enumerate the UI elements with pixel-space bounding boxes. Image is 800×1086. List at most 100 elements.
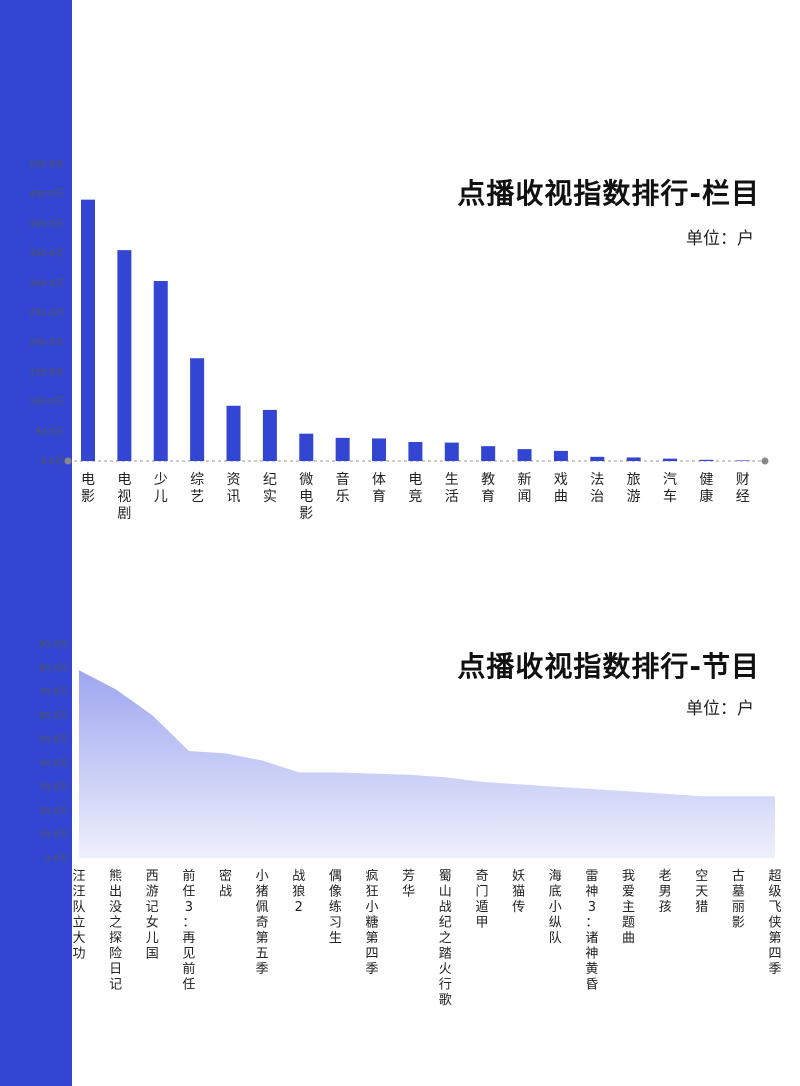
bar [699, 459, 714, 461]
category-label: 微电影 [299, 472, 313, 522]
data-point [481, 781, 483, 783]
category-label: 资讯 [227, 472, 241, 505]
category-label: 纪实 [263, 472, 277, 505]
data-point [225, 753, 227, 755]
y-tick-label: 150.0万 [29, 368, 64, 378]
data-point [78, 669, 80, 671]
category-label: 战狼 2 [292, 869, 305, 915]
y-tick-label: 10.0万 [39, 830, 68, 840]
y-tick-label: 450.0万 [29, 190, 64, 200]
category-label: 电视剧 [117, 472, 131, 522]
y-tick-label: 0.0万 [41, 457, 64, 467]
bar [735, 460, 750, 461]
category-label: 空天猎 [695, 869, 708, 915]
bar [408, 441, 423, 461]
bar [663, 458, 678, 461]
category-label: 电竞 [408, 472, 422, 505]
bar [372, 438, 387, 461]
chart2-unit: 单位：户 [686, 699, 754, 719]
data-point [371, 773, 373, 775]
data-point [115, 688, 117, 690]
bar [444, 442, 459, 461]
category-label: 新闻 [518, 472, 532, 505]
data-point [591, 788, 593, 790]
bar [299, 433, 314, 461]
category-label: 健康 [699, 472, 713, 505]
y-tick-label: 60.0万 [39, 711, 68, 721]
chart1-title: 点播收视指数排行-栏目 [457, 177, 760, 210]
category-label: 小猪佩奇第五季 [256, 869, 269, 977]
y-tick-label: 350.0万 [29, 249, 64, 259]
category-label: 戏曲 [554, 472, 568, 505]
bar-chart: 500.0万 450.0万 400.0万 350.0万 300.0万 250.0万 200.… [29, 160, 769, 522]
chart2-title: 点播收视指数排行-节目 [457, 650, 760, 683]
category-label: 前任 3 ：再见前任 [182, 868, 195, 993]
category-label: 体育 [372, 472, 386, 505]
data-point [738, 795, 740, 797]
bar [226, 405, 241, 461]
sidebar-accent [0, 0, 72, 1086]
category-label: 芳华 [402, 869, 415, 900]
data-point [774, 795, 776, 797]
y-tick-label: 50.0万 [39, 735, 68, 745]
data-point [445, 776, 447, 778]
y-tick-label: 300.0万 [29, 279, 64, 289]
data-point [701, 795, 703, 797]
bar [481, 446, 496, 461]
y-tick-label: 70.0万 [39, 688, 68, 698]
data-point [335, 772, 337, 774]
data-point [152, 715, 154, 717]
data-point [261, 760, 263, 762]
data-point [554, 786, 556, 788]
y-tick-label: 400.0万 [29, 219, 64, 229]
bar [626, 457, 641, 461]
y-tick-label: 80.0万 [39, 664, 68, 674]
y-tick-label: 40.0万 [39, 759, 68, 769]
y-tick-label: 0.0万 [45, 854, 68, 864]
bar [590, 456, 605, 461]
category-label: 我爱主题曲 [622, 869, 635, 946]
axis-end-dot [761, 457, 769, 465]
category-label: 电影 [81, 472, 95, 505]
bar [517, 449, 532, 461]
axis-start-dot [64, 457, 72, 465]
category-label: 奇门遁甲 [475, 868, 488, 931]
data-point [188, 750, 190, 752]
category-label: 综艺 [190, 472, 204, 505]
category-label: 妖猫传 [512, 869, 525, 915]
y-tick-label: 200.0万 [29, 338, 64, 348]
category-label: 汪汪队立大功 [72, 869, 85, 962]
y-tick-label: 20.0万 [39, 806, 68, 816]
bar [81, 199, 95, 461]
data-point [628, 791, 630, 793]
category-label: 财经 [736, 472, 750, 505]
data-point [408, 774, 410, 776]
bar [553, 450, 568, 461]
data-point [298, 772, 300, 774]
bar [153, 281, 168, 461]
y-tick-label: 250.0万 [29, 309, 64, 319]
category-label: 密战 [219, 868, 232, 900]
category-label: 汽车 [663, 472, 677, 505]
category-label: 雷神 3 ：诸神黄昏 [585, 869, 598, 993]
bar [190, 358, 205, 461]
data-point [664, 793, 666, 795]
y-tick-label: 100.0万 [29, 398, 64, 408]
bar [262, 409, 277, 461]
category-label: 音乐 [336, 471, 350, 505]
category-label: 旅游 [627, 472, 641, 505]
category-label: 教育 [481, 472, 495, 505]
y-tick-label: 500.0万 [29, 160, 64, 170]
area-series [79, 670, 775, 858]
category-label: 古墓丽影 [732, 869, 745, 931]
category-label: 超级飞侠第四季 [768, 869, 781, 977]
category-label: 老男孩 [659, 869, 672, 915]
category-label: 生活 [445, 472, 459, 505]
category-label: 疯狂小糖第四季 [366, 868, 379, 977]
category-label: 海底小纵队 [549, 869, 562, 946]
bar [117, 250, 132, 461]
category-label: 法治 [590, 472, 604, 505]
data-point [518, 784, 520, 786]
y-tick-label: 30.0万 [39, 783, 68, 793]
